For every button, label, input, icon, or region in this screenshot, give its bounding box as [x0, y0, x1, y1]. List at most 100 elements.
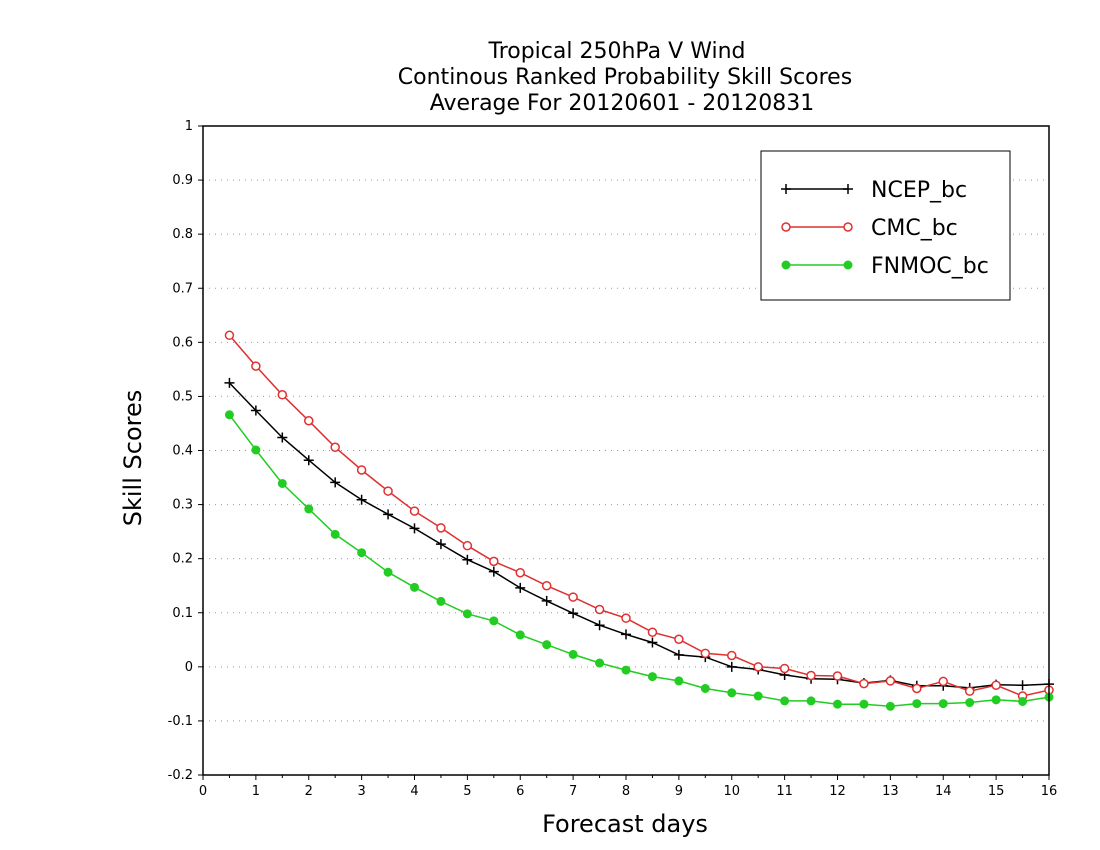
data-point-cmc-bc [568, 592, 578, 602]
x-tick-label: 3 [357, 784, 365, 799]
data-point-cmc-bc [224, 330, 235, 341]
data-point-cmc-bc [594, 604, 605, 615]
x-tick-label: 15 [988, 784, 1005, 799]
data-point-fnmoc-bc [330, 529, 340, 539]
data-point-fnmoc-bc [938, 699, 948, 709]
series-line-ncep-bc [228, 382, 1050, 689]
data-point-fnmoc-bc [277, 478, 287, 488]
data-point-fnmoc-bc [700, 683, 710, 693]
x-tick-label: 4 [410, 784, 418, 799]
data-point-cmc-bc [462, 540, 473, 551]
data-point-fnmoc-bc [1018, 696, 1028, 706]
x-tick-label: 10 [723, 784, 740, 799]
data-point-fnmoc-bc [462, 609, 472, 619]
data-point-cmc-bc [700, 648, 711, 659]
data-point-cmc-bc [859, 678, 869, 689]
data-point-fnmoc-bc [489, 616, 499, 626]
legend-label-ncep-bc: NCEP_bc [871, 178, 967, 203]
data-point-ncep-bc [330, 477, 341, 488]
data-point-fnmoc-bc [251, 445, 261, 455]
data-point-fnmoc-bc [383, 567, 393, 577]
data-point-fnmoc-bc [410, 582, 419, 592]
data-point-ncep-bc [594, 620, 605, 631]
data-point-cmc-bc [251, 361, 261, 371]
data-point-ncep-bc [647, 637, 658, 648]
data-point-cmc-bc [964, 686, 975, 696]
data-point-cmc-bc [912, 683, 922, 694]
data-point-ncep-bc [462, 554, 473, 565]
y-tick-label: -0.2 [168, 768, 193, 783]
data-point-fnmoc-bc [436, 596, 446, 606]
legend-marker [781, 184, 791, 194]
data-point-cmc-bc [779, 663, 790, 674]
data-point-ncep-bc [409, 523, 420, 534]
x-tick-label: 13 [882, 784, 899, 799]
legend-box [760, 150, 1011, 301]
x-tick-label: 14 [935, 784, 952, 799]
x-tick-label: 8 [622, 784, 630, 799]
legend-item-ncep-bc: NCEP_bc [781, 178, 967, 203]
data-point-ncep-bc [383, 509, 394, 520]
legend-item-cmc-bc: CMC_bc [781, 216, 958, 241]
y-tick-label: 0.8 [172, 227, 193, 242]
y-tick-label: 0.6 [172, 335, 193, 350]
x-tick-label: 7 [569, 784, 577, 799]
y-tick-label: 0.9 [172, 173, 193, 188]
data-point-cmc-bc [330, 442, 340, 453]
x-tick-label: 5 [463, 784, 471, 799]
data-point-fnmoc-bc [806, 696, 816, 706]
data-point-fnmoc-bc [991, 695, 1001, 705]
data-point-ncep-bc [1017, 680, 1028, 691]
data-point-ncep-bc [726, 661, 737, 672]
legend-marker [843, 222, 853, 232]
y-tick-label: 1 [185, 119, 193, 134]
legend-item-fnmoc-bc: FNMOC_bc [781, 254, 989, 279]
chart-title-line-2: Continous Ranked Probability Skill Score… [398, 65, 852, 90]
data-point-cmc-bc [409, 506, 420, 516]
data-point-cmc-bc [356, 465, 367, 475]
data-point-cmc-bc [304, 416, 314, 426]
data-point-fnmoc-bc [674, 676, 684, 686]
data-point-fnmoc-bc [595, 658, 605, 668]
data-point-fnmoc-bc [357, 548, 367, 558]
data-point-fnmoc-bc [780, 696, 790, 706]
legend-label-cmc-bc: CMC_bc [871, 216, 958, 241]
data-point-ncep-bc [277, 432, 288, 443]
data-point-fnmoc-bc [833, 699, 842, 709]
data-point-cmc-bc [753, 662, 763, 672]
y-tick-label: 0.1 [172, 606, 193, 621]
data-point-fnmoc-bc [753, 691, 763, 701]
chart-title-line-1: Tropical 250hPa V Wind [487, 39, 745, 64]
data-point-cmc-bc [806, 670, 816, 681]
data-point-cmc-bc [541, 580, 552, 591]
data-point-cmc-bc [885, 676, 896, 686]
series-ncep-bc [224, 377, 1054, 693]
data-point-ncep-bc [356, 494, 367, 505]
data-point-fnmoc-bc [224, 410, 234, 420]
x-tick-label: 11 [776, 784, 793, 799]
data-point-fnmoc-bc [965, 698, 975, 708]
legend: NCEP_bc CMC_bc FNMOC_bc [760, 150, 1011, 301]
data-point-fnmoc-bc [542, 640, 552, 650]
y-tick-label: 0.2 [172, 552, 193, 567]
y-tick-label: 0.4 [172, 444, 193, 459]
x-tick-label: 12 [829, 784, 846, 799]
y-tick-label: 0.3 [172, 498, 193, 513]
legend-marker [843, 184, 853, 194]
data-point-cmc-bc [277, 390, 288, 400]
data-point-cmc-bc [674, 634, 684, 645]
x-tick-label: 6 [516, 784, 524, 799]
data-point-cmc-bc [383, 486, 393, 496]
data-point-cmc-bc [832, 671, 843, 681]
x-tick-label: 0 [199, 784, 207, 799]
data-point-cmc-bc [991, 680, 1001, 690]
y-tick-label: 0.7 [172, 281, 193, 296]
data-point-ncep-bc [515, 582, 526, 593]
x-tick-label: 9 [675, 784, 683, 799]
data-point-fnmoc-bc [647, 672, 657, 682]
legend-marker [781, 260, 791, 270]
x-axis-ticks: 0 1 2 3 4 5 6 7 8 9 10 11 12 13 14 15 16 [199, 775, 1057, 799]
data-point-cmc-bc [621, 613, 631, 623]
x-tick-label: 2 [305, 784, 313, 799]
data-point-ncep-bc [568, 608, 579, 619]
